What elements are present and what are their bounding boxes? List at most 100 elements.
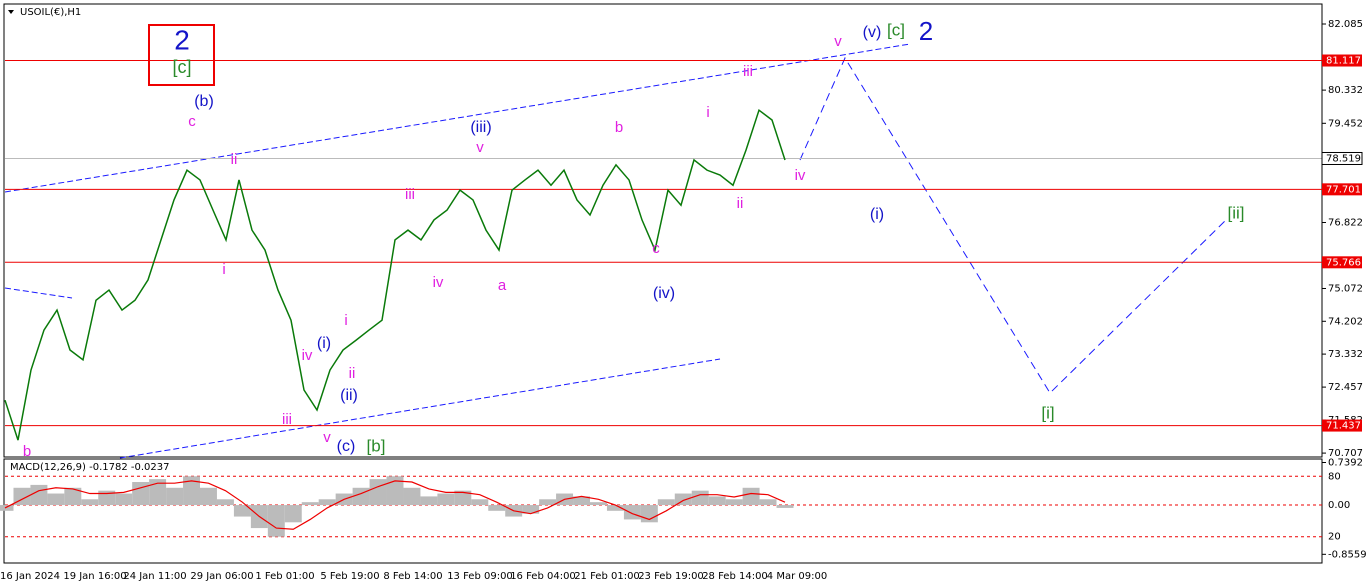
macd-bar bbox=[471, 499, 489, 506]
wave-label: (v) bbox=[863, 24, 882, 41]
x-tick-label: 28 Feb 14:00 bbox=[702, 571, 768, 582]
macd-panel bbox=[3, 458, 1323, 564]
wave-label: [i] bbox=[1041, 403, 1054, 422]
x-tick-label: 13 Feb 09:00 bbox=[447, 571, 513, 582]
wave-label: (ii) bbox=[340, 387, 358, 404]
y-tick-label: 72.457 bbox=[1328, 382, 1363, 393]
macd-bar bbox=[522, 505, 540, 514]
wave-label: i bbox=[222, 261, 225, 278]
x-tick-label: 16 Jan 2024 bbox=[0, 571, 60, 582]
macd-bar bbox=[437, 493, 455, 506]
wave-label: c bbox=[652, 240, 660, 257]
macd-tick-label: 20 bbox=[1328, 532, 1341, 543]
x-tick-label: 16 Feb 04:00 bbox=[510, 571, 576, 582]
wave-label: ii bbox=[231, 151, 238, 168]
macd-bar bbox=[13, 487, 31, 506]
channel-line bbox=[4, 287, 73, 299]
macd-bar bbox=[233, 505, 251, 517]
x-tick-label: 23 Feb 19:00 bbox=[638, 571, 704, 582]
wave-label: (i) bbox=[317, 335, 331, 352]
current-price-label: 78.519 bbox=[1326, 153, 1361, 164]
macd-bar bbox=[657, 499, 675, 506]
macd-bar bbox=[420, 496, 438, 506]
wave-label: iv bbox=[433, 274, 444, 291]
level-box bbox=[1322, 419, 1362, 432]
wave-label: ii bbox=[349, 365, 356, 382]
macd-bar bbox=[166, 487, 184, 506]
wave-label: a bbox=[498, 277, 507, 294]
macd-bar bbox=[64, 487, 82, 506]
macd-signal bbox=[4, 480, 786, 530]
y-tick-label: 80.332 bbox=[1328, 85, 1363, 96]
macd-bar bbox=[573, 496, 590, 506]
wave-label: iv bbox=[795, 167, 806, 184]
macd-bar bbox=[301, 502, 319, 506]
wave-label: b bbox=[23, 443, 31, 460]
macd-bar bbox=[115, 493, 133, 506]
macd-tick-label: 0.00 bbox=[1328, 500, 1350, 511]
macd-tick-label: -0.8559 bbox=[1328, 549, 1366, 560]
symbol-title: USOIL(€),H1 bbox=[20, 7, 81, 18]
macd-bar bbox=[132, 482, 150, 506]
macd-bar bbox=[742, 487, 760, 506]
macd-bar bbox=[0, 505, 14, 511]
wave-label: i bbox=[706, 104, 709, 121]
x-tick-label: 8 Feb 14:00 bbox=[383, 571, 442, 582]
wave-box bbox=[148, 24, 215, 86]
wave-label: iv bbox=[302, 347, 313, 364]
x-tick-label: 19 Jan 16:00 bbox=[63, 571, 126, 582]
macd-title: MACD(12,26,9) -0.1782 -0.0237 bbox=[10, 462, 170, 473]
macd-bar bbox=[403, 487, 421, 506]
macd-bar bbox=[200, 487, 217, 506]
projection-path bbox=[799, 56, 1229, 394]
level-label: 81.117 bbox=[1326, 56, 1361, 67]
level-box bbox=[1322, 256, 1362, 269]
wave-label: iii bbox=[405, 186, 415, 203]
macd-tick-label: 0.7392 bbox=[1328, 457, 1363, 468]
y-tick-label: 79.452 bbox=[1328, 118, 1363, 129]
x-tick-label: 24 Jan 11:00 bbox=[123, 571, 186, 582]
y-tick-label: 75.072 bbox=[1328, 283, 1363, 294]
macd-bar bbox=[454, 490, 472, 506]
level-box bbox=[1322, 54, 1362, 67]
price-line bbox=[4, 108, 786, 441]
wave-label: 2 bbox=[919, 16, 933, 46]
macd-bar bbox=[284, 505, 302, 523]
wave-label: 2 bbox=[174, 24, 190, 55]
macd-tick-label: 80 bbox=[1328, 471, 1341, 482]
y-tick-label: 76.822 bbox=[1328, 217, 1363, 228]
macd-bar bbox=[149, 479, 167, 506]
macd-bar bbox=[759, 499, 777, 506]
x-tick-label: 5 Feb 19:00 bbox=[320, 571, 379, 582]
y-tick-label: 70.707 bbox=[1328, 448, 1363, 459]
macd-bar bbox=[216, 499, 234, 506]
macd-bar bbox=[590, 502, 607, 506]
price-panel bbox=[3, 3, 1323, 458]
wave-label: [c] bbox=[172, 57, 191, 77]
wave-label: iii bbox=[282, 411, 292, 428]
wave-label: ii bbox=[737, 195, 744, 212]
y-tick-label: 73.332 bbox=[1328, 349, 1363, 360]
wave-label: b bbox=[615, 119, 623, 136]
macd-bar bbox=[98, 490, 116, 506]
wave-label: iii bbox=[743, 63, 753, 80]
menu-arrow bbox=[8, 10, 14, 14]
macd-bar bbox=[725, 499, 743, 506]
macd-bar bbox=[776, 505, 794, 508]
wave-label: (iii) bbox=[470, 119, 491, 136]
current-price-box bbox=[1321, 151, 1363, 165]
macd-bar bbox=[369, 479, 387, 506]
macd-bar bbox=[352, 487, 370, 506]
channel-line bbox=[119, 358, 721, 459]
level-box bbox=[1322, 183, 1362, 196]
y-tick-label: 82.085 bbox=[1328, 19, 1363, 30]
macd-bar bbox=[691, 490, 709, 506]
macd-bar bbox=[30, 484, 48, 506]
x-tick-label: 29 Jan 06:00 bbox=[190, 571, 253, 582]
wave-label: [ii] bbox=[1228, 203, 1245, 222]
level-label: 75.766 bbox=[1326, 257, 1361, 268]
x-tick-label: 4 Mar 09:00 bbox=[767, 571, 827, 582]
macd-bar bbox=[539, 499, 557, 506]
x-tick-label: 1 Feb 01:00 bbox=[255, 571, 314, 582]
